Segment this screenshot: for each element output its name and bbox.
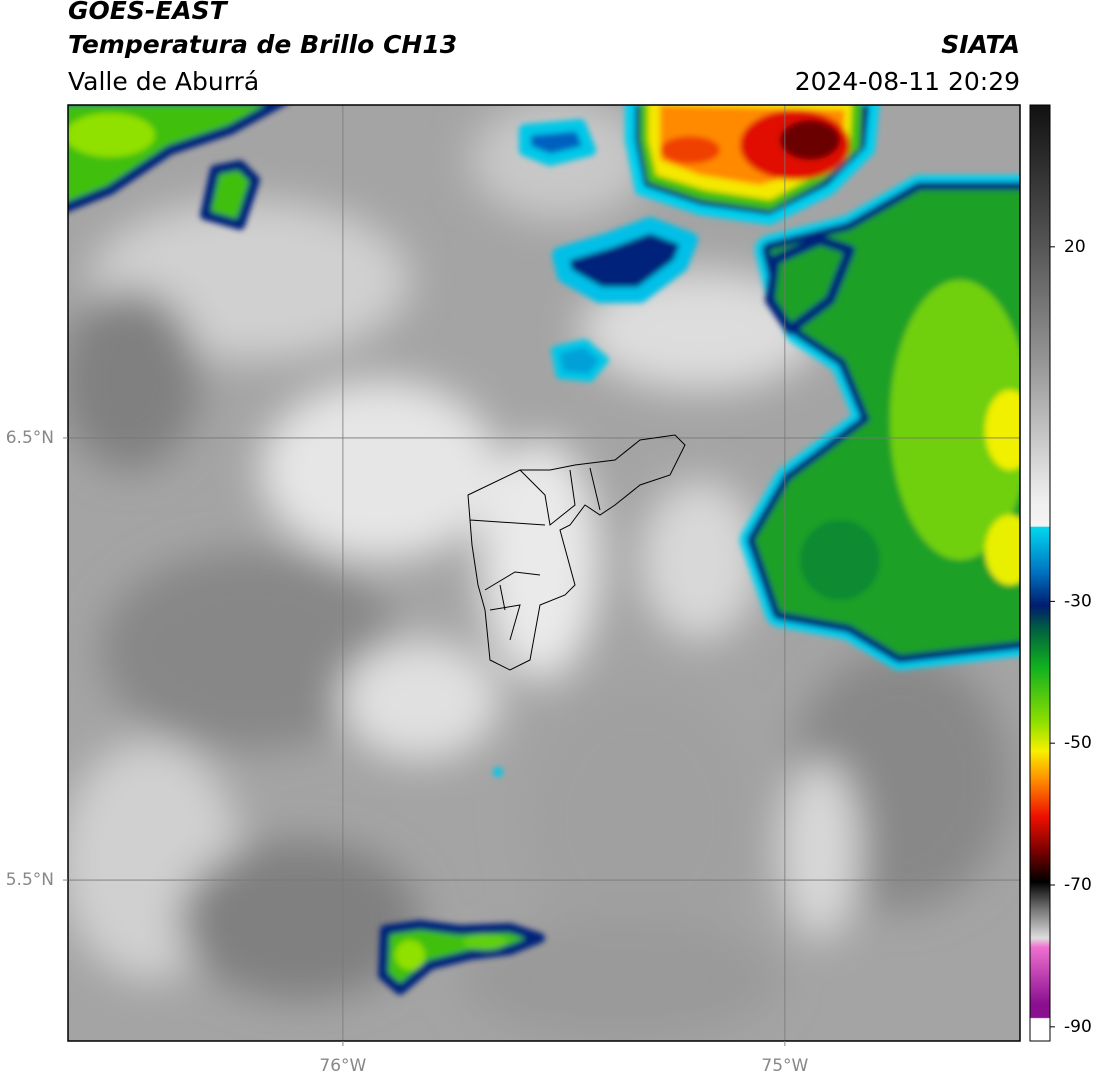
x-tick-label: 75°W (761, 1056, 808, 1076)
colorbar-tick-label: -50 (1064, 733, 1092, 753)
y-tick-label: 6.5°N (6, 428, 54, 448)
source: SIATA (941, 30, 1020, 59)
colorbar-tick-label: -70 (1064, 875, 1092, 895)
colorbar-tick-label: -90 (1064, 1017, 1092, 1037)
subtitle: Temperatura de Brillo CH13 (68, 30, 457, 59)
y-tick-label: 5.5°N (6, 870, 54, 890)
colorbar (1029, 104, 1051, 1042)
title: GOES-EAST (68, 0, 229, 25)
datetime: 2024-08-11 20:29 (795, 67, 1020, 96)
x-tick-label: 76°W (319, 1056, 366, 1076)
region: Valle de Aburrá (68, 67, 259, 96)
valley-outline (467, 434, 686, 671)
colorbar-tick-label: 20 (1064, 237, 1086, 257)
colorbar-tick-label: -30 (1064, 591, 1092, 611)
map-frame (67, 104, 1021, 1042)
satellite-image (68, 105, 1020, 1041)
